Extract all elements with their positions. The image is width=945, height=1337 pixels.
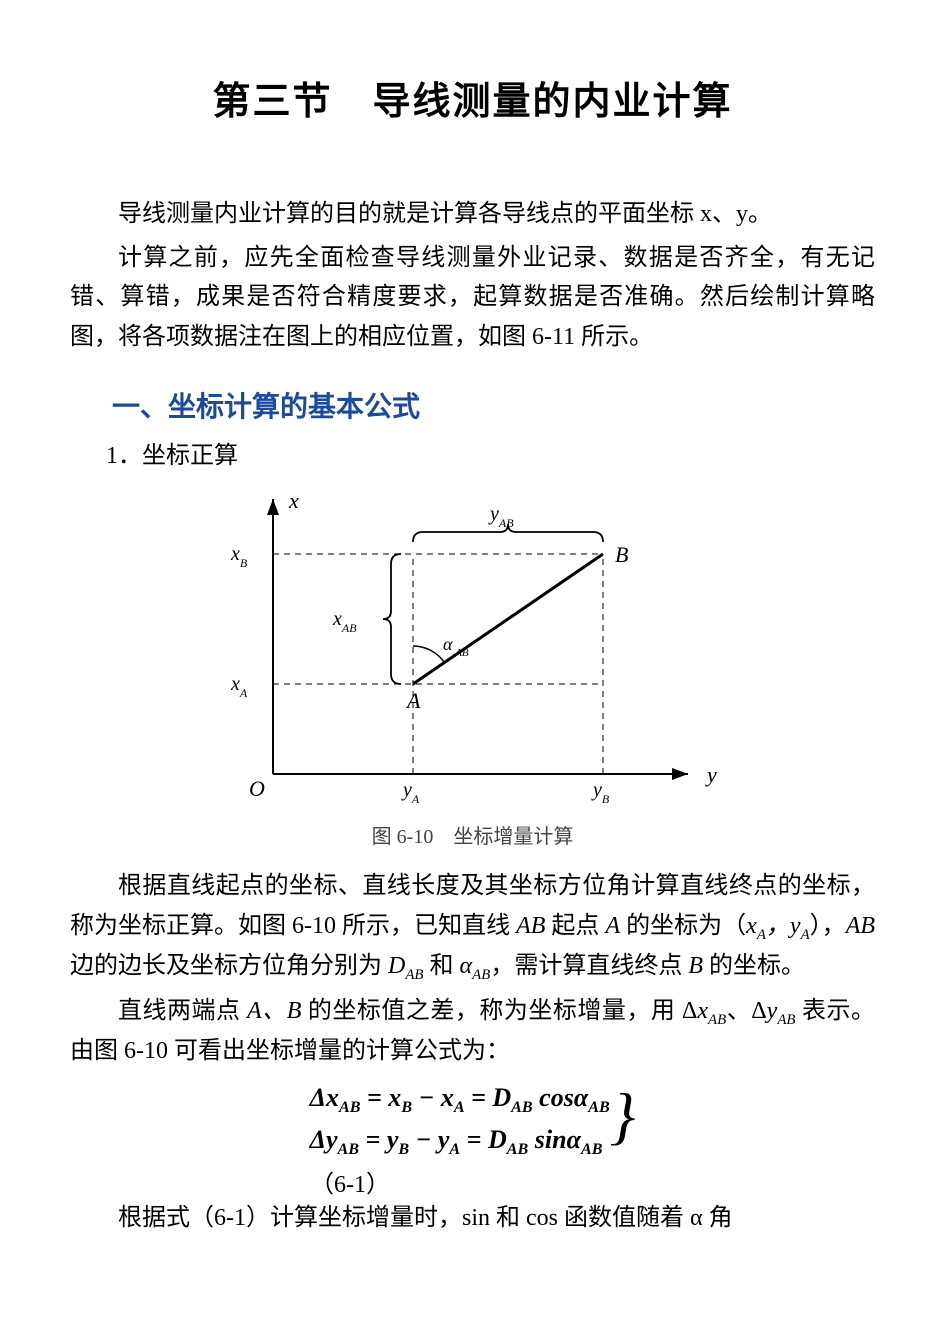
svg-text:xB: xB — [230, 543, 248, 570]
text: 的坐标。 — [703, 953, 805, 979]
equation-number: （6-1） — [70, 1164, 875, 1199]
text: 和 — [424, 953, 460, 979]
figure-6-10: x y O A BxA xB yA yB α AB xAB yAB 图 6-10 坐标增量计算 — [70, 484, 875, 849]
text: 起点 — [545, 913, 605, 939]
brace-right-icon: } — [610, 1080, 636, 1151]
svg-text:xAB: xAB — [332, 608, 357, 635]
svg-text:x: x — [288, 488, 299, 513]
math-xa-ya: xA，yA — [746, 913, 810, 939]
eq-line-2: ΔyAB = yB − yA = DAB sinαAB — [310, 1125, 603, 1154]
intro-para-1: 导线测量内业计算的目的就是计算各导线点的平面坐标 x、y。 — [70, 195, 875, 235]
text: ）， — [810, 913, 846, 939]
text: 、Δ — [726, 998, 766, 1024]
math-a: A — [605, 913, 620, 939]
coord-diagram-svg: x y O A BxA xB yA yB α AB xAB yAB — [203, 484, 743, 814]
eq-line-1: ΔxAB = xB − xA = DAB cosαAB — [310, 1083, 610, 1112]
svg-text:yA: yA — [401, 779, 420, 806]
subheading-1: 1．坐标正算 — [70, 435, 875, 470]
math-a-b: A、B — [247, 998, 301, 1024]
svg-text:O: O — [249, 776, 265, 801]
math-alpha-ab: αAB — [460, 953, 491, 979]
math-xab: xAB — [697, 998, 726, 1024]
figure-caption: 图 6-10 坐标增量计算 — [372, 820, 574, 849]
math-b: B — [688, 953, 703, 979]
math-ab2: AB — [846, 913, 875, 939]
section-1-heading: 一、坐标计算的基本公式 — [70, 385, 875, 425]
text: 边的边长及坐标方位角分别为 — [70, 953, 388, 979]
svg-text:yB: yB — [591, 779, 610, 806]
equation-6-1: ΔxAB = xB − xA = DAB cosαAB ΔyAB = yB − … — [70, 1078, 875, 1163]
text: 的坐标值之差，称为坐标增量，用 Δ — [301, 998, 697, 1024]
intro-para-2: 计算之前，应先全面检查导线测量外业记录、数据是否齐全，有无记错、算错，成果是否符… — [70, 239, 875, 358]
svg-text:α AB: α AB — [443, 634, 469, 659]
svg-text:B: B — [615, 542, 628, 567]
math-ab: AB — [516, 913, 545, 939]
math-dab: DAB — [388, 953, 424, 979]
svg-text:yAB: yAB — [488, 503, 514, 530]
math-yab: yAB — [767, 998, 796, 1024]
page-title: 第三节 导线测量的内业计算 — [70, 70, 875, 125]
text: ，需计算直线终点 — [490, 953, 688, 979]
svg-text:A: A — [405, 688, 421, 713]
text: 的坐标为（ — [620, 913, 746, 939]
para-3: 根据直线起点的坐标、直线长度及其坐标方位角计算直线终点的坐标，称为坐标正算。如图… — [70, 867, 875, 987]
para-5: 根据式（6-1）计算坐标增量时，sin 和 cos 函数值随着 α 角 — [70, 1199, 875, 1239]
svg-text:y: y — [705, 762, 717, 787]
text: 直线两端点 — [118, 998, 247, 1024]
para-4: 直线两端点 A、B 的坐标值之差，称为坐标增量，用 ΔxAB、ΔyAB 表示。由… — [70, 992, 875, 1072]
svg-text:xA: xA — [230, 673, 248, 700]
